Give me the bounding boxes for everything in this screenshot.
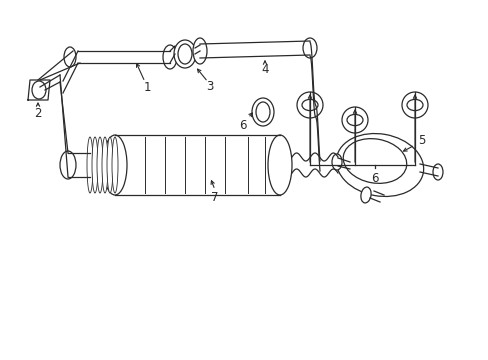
Ellipse shape — [343, 139, 406, 183]
Ellipse shape — [102, 137, 108, 193]
Ellipse shape — [406, 99, 422, 111]
Ellipse shape — [302, 99, 317, 111]
Ellipse shape — [174, 40, 196, 68]
Ellipse shape — [64, 47, 76, 67]
Text: 1: 1 — [143, 81, 150, 94]
Text: 2: 2 — [34, 107, 41, 120]
Ellipse shape — [346, 114, 362, 126]
Ellipse shape — [97, 137, 103, 193]
Ellipse shape — [267, 135, 291, 195]
Ellipse shape — [432, 164, 442, 180]
Ellipse shape — [103, 135, 127, 195]
Ellipse shape — [60, 151, 76, 179]
Ellipse shape — [87, 137, 93, 193]
Ellipse shape — [296, 92, 323, 118]
Ellipse shape — [92, 137, 98, 193]
Ellipse shape — [32, 81, 46, 99]
Ellipse shape — [256, 102, 269, 122]
Ellipse shape — [341, 107, 367, 133]
Text: 6: 6 — [239, 118, 246, 131]
Ellipse shape — [112, 137, 118, 193]
Text: 5: 5 — [417, 134, 425, 147]
Text: 6: 6 — [370, 171, 378, 185]
Ellipse shape — [401, 92, 427, 118]
Ellipse shape — [360, 187, 370, 203]
Ellipse shape — [303, 38, 316, 58]
Ellipse shape — [178, 44, 192, 64]
Text: 3: 3 — [206, 80, 213, 93]
Ellipse shape — [193, 38, 206, 64]
Ellipse shape — [251, 98, 273, 126]
Ellipse shape — [163, 45, 177, 69]
Text: 4: 4 — [261, 63, 268, 76]
Ellipse shape — [336, 134, 423, 197]
Text: 7: 7 — [211, 190, 218, 203]
Ellipse shape — [107, 137, 113, 193]
Ellipse shape — [331, 154, 341, 170]
